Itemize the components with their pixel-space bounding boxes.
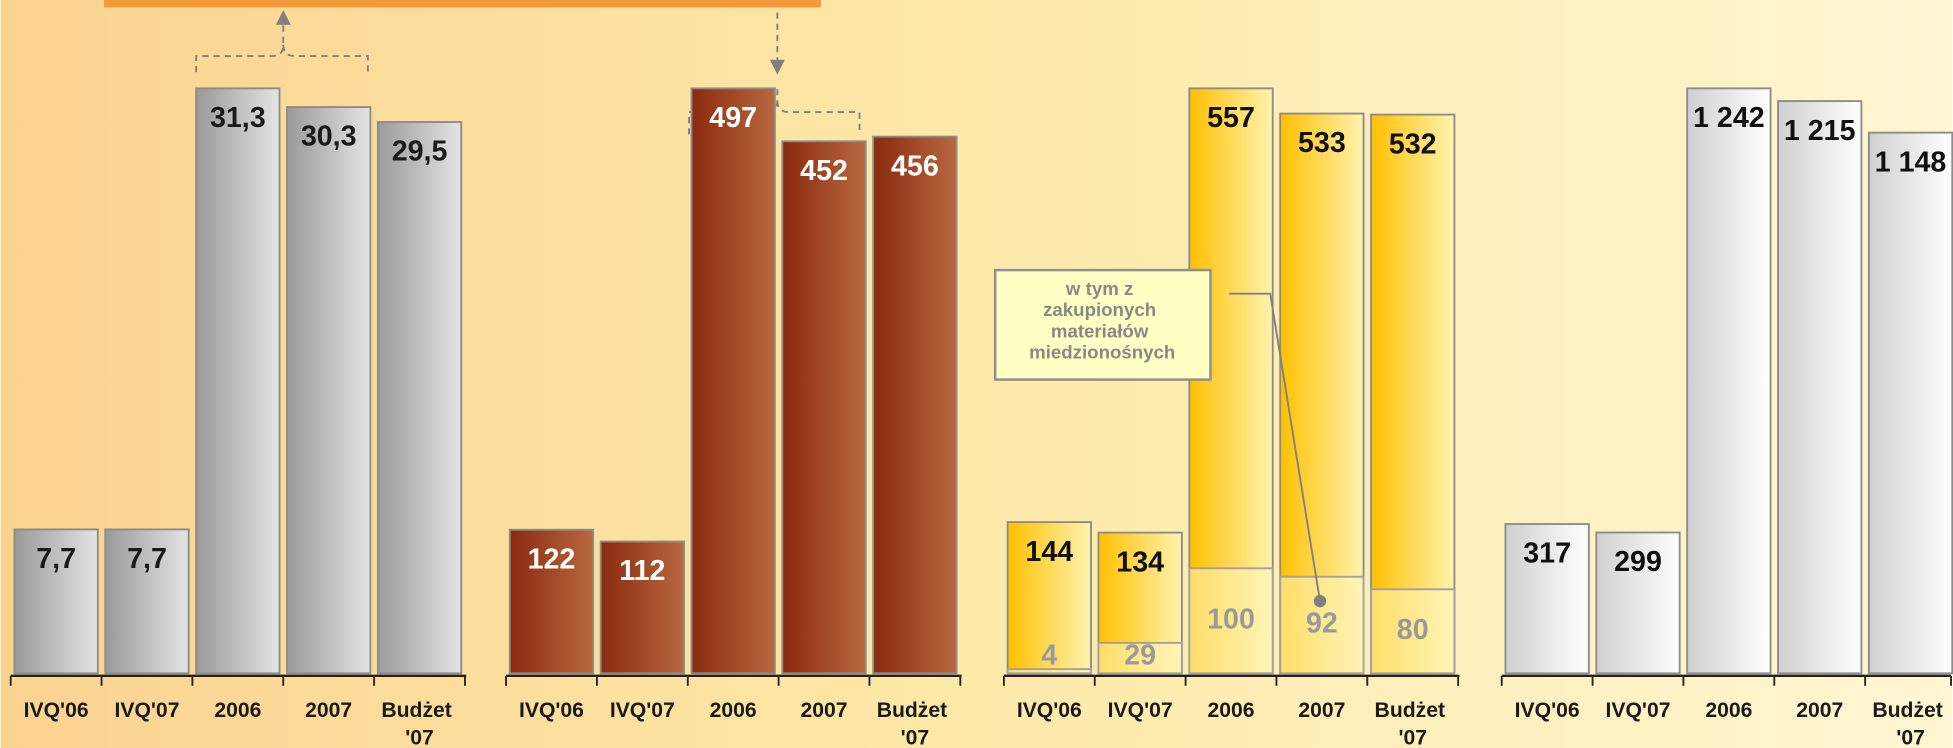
inner-value-label: 92 xyxy=(1306,608,1338,640)
inner-value-label: 80 xyxy=(1397,614,1429,646)
value-label: 30,3 xyxy=(301,121,357,153)
bar xyxy=(195,87,281,675)
arrow-head xyxy=(275,9,291,25)
value-label: 144 xyxy=(1025,536,1073,568)
x-tick-label: IVQ'06 xyxy=(24,699,89,722)
x-tick-label: Budżet '07 xyxy=(1872,699,1948,748)
value-label: 134 xyxy=(1116,546,1164,578)
x-tick-label: Budżet '07 xyxy=(1375,699,1451,748)
value-label: 7,7 xyxy=(127,543,167,575)
value-label: 317 xyxy=(1523,538,1571,570)
x-tick-label: Budżet '07 xyxy=(381,699,457,748)
bar xyxy=(1504,523,1590,675)
inner-bar xyxy=(1097,641,1183,675)
x-tick-label: 2007 xyxy=(305,699,352,722)
inner-bar xyxy=(1188,567,1274,675)
header-band xyxy=(104,0,821,8)
bar xyxy=(690,87,776,675)
x-tick-label: IVQ'06 xyxy=(1017,699,1082,722)
bar xyxy=(1686,87,1772,675)
value-label: 112 xyxy=(619,555,665,587)
value-label: 1 215 xyxy=(1784,115,1856,147)
bar xyxy=(1370,113,1456,675)
value-label: 1 242 xyxy=(1693,102,1765,134)
bar xyxy=(286,106,372,675)
value-label: 29,5 xyxy=(392,136,448,168)
x-tick-label: IVQ'07 xyxy=(1108,699,1173,722)
x-tick-label: IVQ'06 xyxy=(519,699,584,722)
value-label: 299 xyxy=(1614,546,1662,578)
x-tick-label: IVQ'07 xyxy=(114,699,179,722)
x-tick-label: IVQ'07 xyxy=(1606,699,1671,722)
bar xyxy=(872,135,958,675)
value-label: 532 xyxy=(1389,128,1437,160)
value-label: 7,7 xyxy=(36,543,76,575)
value-label: 456 xyxy=(891,150,939,182)
inner-bar xyxy=(1006,668,1092,675)
x-tick-label: 2006 xyxy=(1705,699,1752,722)
bar xyxy=(1867,131,1953,675)
inner-bar xyxy=(1279,575,1365,675)
x-tick-label: Budżet '07 xyxy=(877,699,953,748)
leader-line xyxy=(1229,292,1321,602)
value-label: 1 148 xyxy=(1875,146,1947,178)
x-tick-label: 2007 xyxy=(801,699,848,722)
inner-bar xyxy=(1370,588,1456,675)
bar xyxy=(376,121,463,675)
x-tick-label: 2006 xyxy=(710,699,757,722)
inner-value-label: 4 xyxy=(1041,640,1057,672)
bar xyxy=(599,540,685,675)
bar xyxy=(1595,531,1681,675)
arrow-head xyxy=(769,59,785,75)
bracket-arrows xyxy=(195,12,861,135)
value-label: 122 xyxy=(528,543,576,575)
value-label: 557 xyxy=(1207,102,1255,134)
value-label: 497 xyxy=(709,102,757,134)
x-tick-label: 2007 xyxy=(1796,699,1843,722)
annotation-box xyxy=(993,268,1212,381)
x-tick-label: 2006 xyxy=(1208,699,1255,722)
x-tick-label: 2006 xyxy=(214,699,261,722)
bar xyxy=(508,528,595,675)
value-label: 31,3 xyxy=(210,102,266,134)
annotation: w tym z zakupionych materiałów miedziono… xyxy=(1029,278,1175,362)
x-tick-label: 2007 xyxy=(1298,699,1345,722)
bar xyxy=(781,140,867,675)
inner-value-label: 29 xyxy=(1124,640,1156,672)
inner-value-label: 100 xyxy=(1207,603,1255,635)
bar xyxy=(1006,521,1092,675)
value-label: 452 xyxy=(800,155,848,187)
bar xyxy=(1777,100,1863,675)
leader-dot xyxy=(1313,594,1327,608)
value-label: 533 xyxy=(1298,127,1346,159)
x-tick-label: IVQ'07 xyxy=(610,699,675,722)
x-tick-label: IVQ'06 xyxy=(1515,699,1580,722)
bar xyxy=(104,528,190,675)
bar xyxy=(13,528,99,675)
